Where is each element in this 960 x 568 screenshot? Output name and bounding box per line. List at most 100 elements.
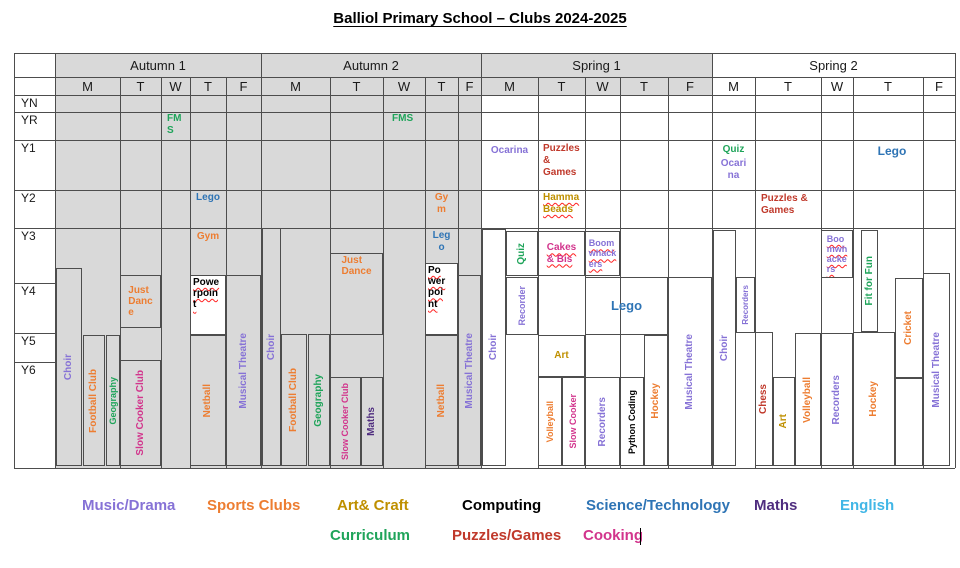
club-slow-cooker-club-autumn1[interactable]: Slow Cooker Club	[120, 360, 161, 466]
club-just-dance-autumn2[interactable]: Just Dance	[330, 253, 383, 335]
club-hockey-spring2[interactable]: Hockey	[853, 332, 895, 466]
legend-computing[interactable]: Computing	[462, 497, 542, 514]
club-cricket-spring2[interactable]: Cricket	[895, 278, 923, 378]
club-volleyball-spring2[interactable]: Volleyball	[795, 333, 821, 466]
club-lego-spring1[interactable]: Lego	[585, 277, 668, 335]
year-label-y3[interactable]: Y3	[21, 229, 36, 243]
club-choir-spring1[interactable]: Choir	[482, 229, 506, 466]
club-fms-yr-autumn2[interactable]: FMS	[392, 113, 414, 124]
term-header-2[interactable]: Spring 1	[572, 57, 621, 73]
legend-art-craft[interactable]: Art& Craft	[337, 497, 409, 514]
day-header-3-1[interactable]: T	[784, 78, 792, 94]
club-recorder-spring1[interactable]: Recorder	[506, 277, 538, 335]
day-header-2-3[interactable]: T	[640, 78, 648, 94]
club-gym-y3-autumn1[interactable]: Gym	[196, 231, 220, 242]
club-slow-cooker-club-autumn2[interactable]: Slow Cooker Club	[330, 377, 361, 466]
day-header-3-4[interactable]: F	[935, 78, 943, 94]
year-label-yn[interactable]: YN	[21, 96, 38, 110]
day-header-1-0[interactable]: M	[290, 78, 301, 94]
club-art-spring2[interactable]: Art	[773, 377, 795, 466]
year-label-y1[interactable]: Y1	[21, 141, 36, 155]
club-hockey-spring1[interactable]: Hockey	[644, 335, 668, 466]
legend-science-technology[interactable]: Science/Technology	[586, 497, 730, 514]
day-header-1-2[interactable]: W	[397, 78, 411, 94]
page-title[interactable]: Balliol Primary School – Clubs 2024-2025	[333, 10, 627, 27]
club-maths-autumn2[interactable]: Maths	[361, 377, 383, 466]
club-football-club-autumn2[interactable]: Football Club	[281, 334, 307, 466]
day-header-0-1[interactable]: T	[136, 78, 145, 94]
club-choir-autumn1[interactable]: Choir	[56, 268, 82, 466]
club-musical-theatre-autumn1[interactable]: Musical Theatre	[226, 275, 261, 466]
legend-cooking[interactable]: Cooking	[583, 527, 643, 544]
empty-cell-box-spring2[interactable]	[895, 378, 923, 466]
club-musical-theatre-spring2[interactable]: Musical Theatre	[923, 273, 950, 466]
club-choir-spring2[interactable]: Choir	[713, 230, 736, 466]
club-quiz-spring1[interactable]: Quiz	[506, 231, 538, 276]
legend-curriculum[interactable]: Curriculum	[330, 527, 411, 544]
club-chess-spring2[interactable]: Chess	[755, 332, 773, 466]
term-header-3[interactable]: Spring 2	[809, 57, 858, 73]
legend-english[interactable]: English	[840, 497, 895, 514]
club-boomwhackers-spring2[interactable]: Boo mwh acke rs	[821, 230, 853, 278]
club-cakes-biscuits-spring1[interactable]: Cakes & Bis	[538, 231, 585, 276]
club-musical-theatre-spring1[interactable]: Musical Theatre	[668, 277, 712, 466]
year-label-y4[interactable]: Y4	[21, 284, 36, 298]
club-musical-theatre-autumn2[interactable]: Musical Theatre	[458, 275, 481, 466]
club-gym-y2-autumn2[interactable]: Gy m	[434, 192, 449, 215]
club-lego-y2-autumn1[interactable]: Lego	[196, 192, 220, 203]
club-football-club-autumn1[interactable]: Football Club	[83, 335, 105, 466]
club-geography-autumn2[interactable]: Geography	[308, 334, 330, 466]
day-header-1-4[interactable]: F	[465, 78, 474, 94]
club-lego-y3-autumn2[interactable]: Leg o	[432, 230, 451, 253]
day-header-2-4[interactable]: F	[686, 78, 694, 94]
year-label-y6[interactable]: Y6	[21, 363, 36, 377]
day-header-2-1[interactable]: T	[557, 78, 566, 94]
day-header-0-4[interactable]: F	[239, 78, 248, 94]
club-lego-y1-spring2[interactable]: Lego	[877, 144, 907, 158]
club-fms-yr-autumn1[interactable]: FM S	[167, 113, 182, 136]
day-header-0-2[interactable]: W	[169, 78, 182, 94]
day-header-0-0[interactable]: M	[82, 78, 93, 94]
club-boomwhackers-spring1[interactable]: Boom whack ers	[585, 231, 620, 276]
day-column-line	[120, 77, 121, 468]
club-powerpoint-autumn2[interactable]: Po wer poi nt	[425, 263, 458, 335]
club-ocarina-y1-spring2[interactable]: Ocari na	[720, 158, 747, 181]
club-quiz-y1-spring2[interactable]: Quiz	[722, 144, 745, 155]
club-puzzles-games-y2-spring2[interactable]: Puzzles & Games	[761, 193, 808, 216]
legend-puzzles-games[interactable]: Puzzles/Games	[452, 527, 562, 544]
club-volleyball-spring1[interactable]: Volleyball	[538, 377, 562, 466]
club-puzzles-games-y1-spring1[interactable]: Puzzles & Games	[543, 143, 580, 178]
legend-music-drama[interactable]: Music/Drama	[82, 497, 176, 514]
club-netball-autumn1[interactable]: Netball	[190, 335, 226, 466]
day-header-3-2[interactable]: W	[830, 78, 844, 94]
day-header-3-0[interactable]: M	[728, 78, 739, 94]
year-label-yr[interactable]: YR	[21, 113, 38, 127]
day-header-2-2[interactable]: W	[596, 78, 609, 94]
club-slow-cooker-spring1[interactable]: Slow Cooker	[562, 377, 585, 466]
term-header-1[interactable]: Autumn 2	[343, 57, 399, 73]
day-header-3-3[interactable]: T	[884, 78, 892, 94]
legend-maths[interactable]: Maths	[754, 497, 798, 514]
club-geography-autumn1[interactable]: Geography	[106, 335, 120, 466]
term-header-0[interactable]: Autumn 1	[130, 57, 186, 73]
club-netball-autumn2[interactable]: Netball	[425, 335, 458, 466]
club-powerpoint-autumn1[interactable]: Powe rpoin t	[190, 275, 226, 335]
club-recorders-mon-spring2[interactable]: Recorders	[736, 277, 755, 333]
day-header-0-3[interactable]: T	[204, 78, 212, 94]
club-art-spring1[interactable]: Art	[538, 335, 585, 377]
club-chess-spring2-label: Chess	[758, 383, 770, 414]
legend-sports-clubs[interactable]: Sports Clubs	[207, 497, 301, 514]
club-recorders-spring1[interactable]: Recorders	[585, 377, 620, 466]
club-choir-autumn2[interactable]: Choir	[262, 228, 281, 466]
year-label-y5[interactable]: Y5	[21, 334, 36, 348]
club-fit-for-fun-spring2[interactable]: Fit for Fun	[861, 230, 878, 332]
day-header-2-0[interactable]: M	[504, 78, 515, 94]
club-python-coding-spring1[interactable]: Python Coding	[620, 377, 644, 466]
club-recorders-wed-spring2[interactable]: Recorders	[821, 333, 853, 466]
club-just-dance-autumn1[interactable]: Just Danc e	[120, 275, 161, 328]
club-hamma-beads-y2-spring1[interactable]: Hamma Beads	[543, 192, 580, 215]
club-ocarina-y1-spring1[interactable]: Ocarina	[490, 145, 529, 156]
day-header-1-1[interactable]: T	[352, 78, 361, 94]
day-header-1-3[interactable]: T	[437, 78, 446, 94]
year-label-y2[interactable]: Y2	[21, 191, 36, 205]
